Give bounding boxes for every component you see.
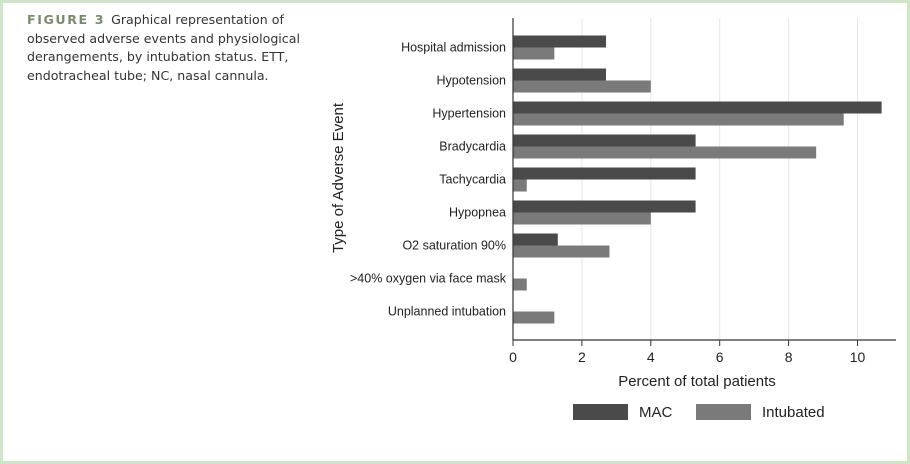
x-axis-title: Percent of total patients <box>618 373 776 390</box>
category-label: Hypotension <box>437 74 507 88</box>
bar-intubated <box>513 113 844 126</box>
bar-intubated <box>513 212 651 225</box>
x-tick-label: 0 <box>509 349 517 365</box>
bar-intubated <box>513 311 555 324</box>
x-tick-label: 8 <box>785 349 793 365</box>
bar-mac <box>513 134 696 147</box>
category-label: Tachycardia <box>439 173 506 187</box>
x-tick-label: 2 <box>578 349 586 365</box>
category-label: >40% oxygen via face mask <box>350 272 507 286</box>
bar-intubated <box>513 245 610 258</box>
x-tick-label: 10 <box>850 349 866 365</box>
bar-intubated <box>513 146 817 159</box>
legend-swatch-mac <box>573 404 628 420</box>
category-label: O2 saturation 90% <box>402 239 506 253</box>
legend-label-intubated: Intubated <box>762 404 825 421</box>
bar-intubated <box>513 47 555 60</box>
bar-mac <box>513 68 607 81</box>
bar-intubated <box>513 179 527 192</box>
bar-mac <box>513 167 696 180</box>
legend-label-mac: MAC <box>639 404 673 421</box>
legend-swatch-intubated <box>696 404 751 420</box>
caption-text: Graphical representation of observed adv… <box>27 12 300 83</box>
bar-intubated <box>513 278 527 291</box>
y-axis-title: Type of Adverse Event <box>330 102 347 253</box>
figure-caption: FIGURE 3 Graphical representation of obse… <box>27 11 302 85</box>
category-label: Hospital admission <box>401 41 506 55</box>
bar-mac <box>513 101 882 114</box>
bar-mac <box>513 200 696 213</box>
bar-mac <box>513 233 558 246</box>
x-tick-label: 4 <box>647 349 655 365</box>
bar-mac <box>513 35 607 48</box>
category-label: Hypopnea <box>449 206 506 220</box>
figure-label: FIGURE 3 <box>27 12 106 27</box>
x-tick-label: 6 <box>716 349 724 365</box>
category-label: Bradycardia <box>439 140 506 154</box>
bar-intubated <box>513 80 651 93</box>
category-label: Unplanned intubation <box>388 305 506 319</box>
category-label: Hypertension <box>432 107 506 121</box>
